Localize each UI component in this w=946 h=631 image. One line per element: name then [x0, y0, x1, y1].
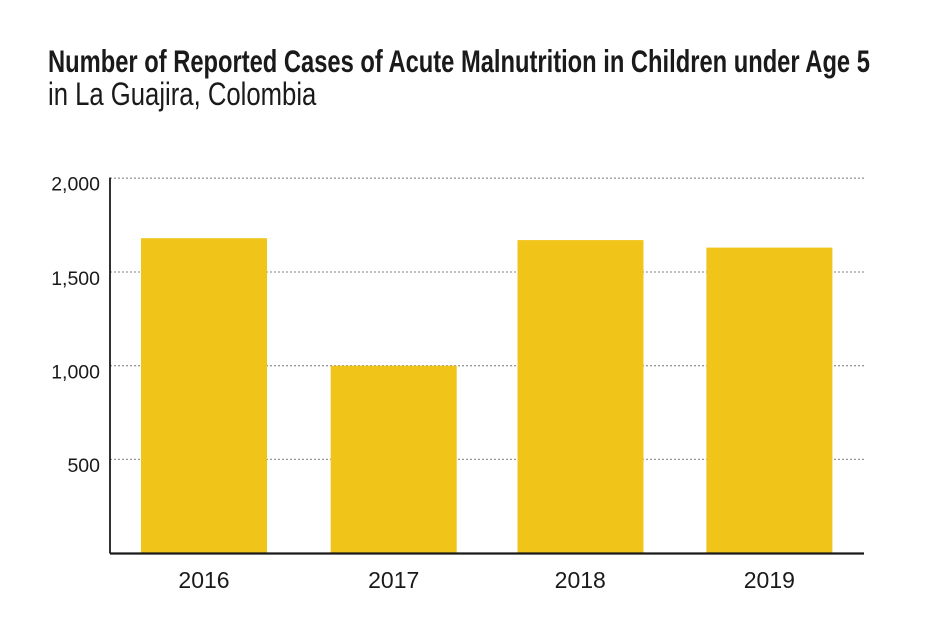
- svg-text:2019: 2019: [744, 567, 795, 593]
- svg-text:2016: 2016: [178, 567, 229, 593]
- svg-text:2,000: 2,000: [51, 173, 100, 195]
- svg-text:1,500: 1,500: [51, 268, 100, 290]
- svg-text:2017: 2017: [368, 567, 419, 593]
- svg-text:2018: 2018: [555, 567, 606, 593]
- svg-text:500: 500: [67, 455, 100, 477]
- svg-text:1,000: 1,000: [51, 361, 100, 383]
